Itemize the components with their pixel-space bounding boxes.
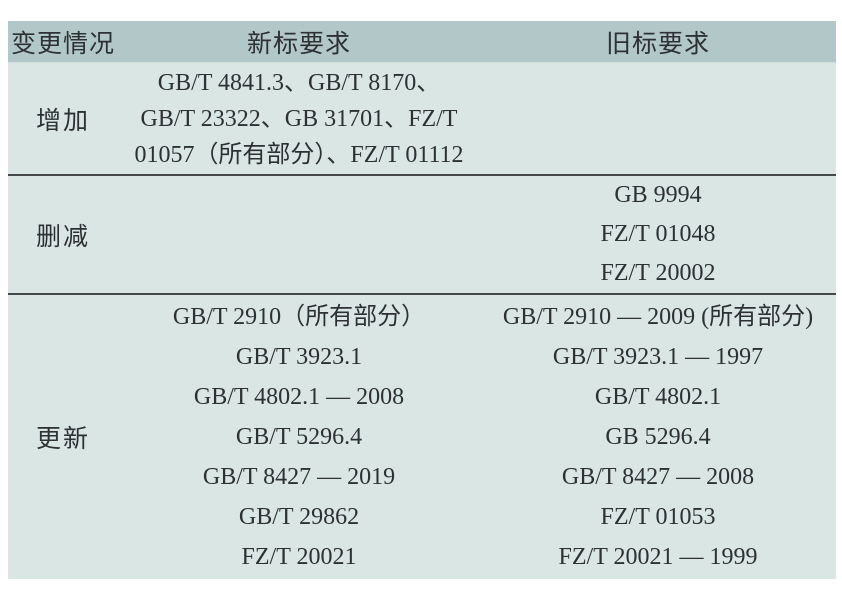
- new-standards-update: GB/T 2910（所有部分） GB/T 3923.1 GB/T 4802.1 …: [118, 295, 480, 579]
- standard-item: GB/T 3923.1 — 1997: [552, 344, 764, 370]
- new-standards-delete-empty: [118, 176, 480, 293]
- row-label-delete: 删减: [35, 223, 90, 251]
- standard-item: GB/T 5296.4: [235, 424, 363, 450]
- table-header-row: 变更情况 新标要求 旧标要求: [8, 21, 836, 63]
- standard-item: GB/T 8427 — 2008: [561, 464, 755, 490]
- standard-item: FZ/T 20002: [600, 260, 716, 286]
- old-standards-update: GB/T 2910 — 2009 (所有部分) GB/T 3923.1 — 19…: [480, 295, 836, 579]
- header-old-standard: 旧标要求: [605, 30, 710, 58]
- standard-item: GB/T 8427 — 2019: [202, 464, 396, 490]
- standard-item: GB/T 29862: [238, 504, 360, 530]
- table-row-add: 增加 GB/T 4841.3、GB/T 8170、 GB/T 23322、GB …: [8, 63, 836, 176]
- standard-item: GB/T 4841.3、GB/T 8170、: [157, 69, 441, 96]
- header-new-standard: 新标要求: [246, 30, 351, 58]
- new-standards-add: GB/T 4841.3、GB/T 8170、 GB/T 23322、GB 317…: [118, 63, 480, 174]
- row-label-add: 增加: [35, 107, 90, 135]
- header-change-status: 变更情况: [10, 30, 115, 58]
- standard-item: GB/T 3923.1: [235, 344, 363, 370]
- standard-item: FZ/T 20021: [241, 544, 357, 570]
- table-row-update: 更新 GB/T 2910（所有部分） GB/T 3923.1 GB/T 4802…: [8, 295, 836, 579]
- old-standards-delete: GB 9994 FZ/T 01048 FZ/T 20002: [480, 176, 836, 293]
- standard-item: GB/T 4802.1 — 2008: [193, 384, 405, 410]
- standard-item: GB 9994: [614, 182, 702, 208]
- standard-item: GB/T 2910 — 2009 (所有部分): [502, 304, 814, 330]
- standard-item: GB 5296.4: [605, 424, 711, 450]
- standard-item: GB/T 23322、GB 31701、FZ/T: [140, 105, 458, 132]
- standard-item: GB/T 4802.1: [594, 384, 722, 410]
- standard-item: GB/T 2910（所有部分）: [172, 304, 426, 330]
- standard-item: FZ/T 01053: [600, 504, 716, 530]
- standards-change-table: 变更情况 新标要求 旧标要求 增加 GB/T 4841.3、GB/T 8170、…: [8, 21, 836, 579]
- old-standards-add-empty: [480, 63, 836, 174]
- table-row-delete: 删减 GB 9994 FZ/T 01048 FZ/T 20002: [8, 176, 836, 295]
- standard-item: FZ/T 01048: [600, 221, 716, 247]
- row-label-update: 更新: [35, 426, 90, 453]
- standard-item: FZ/T 20021 — 1999: [558, 544, 758, 570]
- standard-item: 01057（所有部分）、FZ/T 01112: [134, 141, 464, 168]
